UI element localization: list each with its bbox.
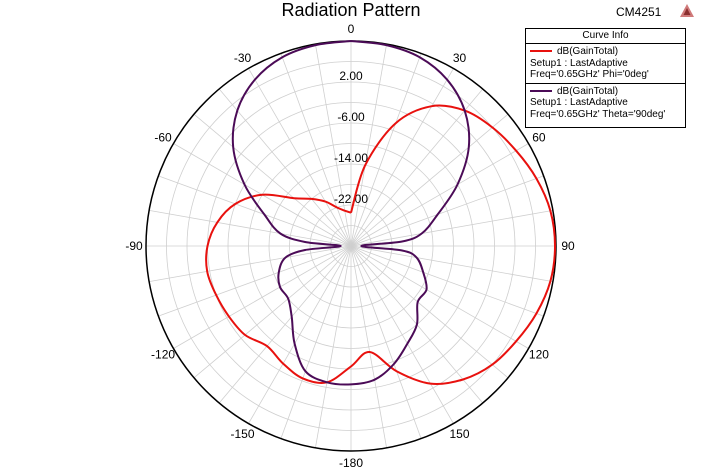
legend-entry-name: dB(GainTotal) bbox=[557, 46, 619, 57]
legend-swatch-theta bbox=[530, 89, 552, 92]
legend-entry-setup: Setup1 : LastAdaptive bbox=[530, 97, 628, 108]
angle-tick-label: -30 bbox=[234, 51, 252, 65]
angle-tick-label: -150 bbox=[230, 427, 254, 441]
radial-gridline bbox=[268, 163, 434, 329]
radial-gridline bbox=[289, 184, 413, 308]
curve-info-legend[interactable]: Curve Info dB(GainTotal) Setup1 : LastAd… bbox=[525, 28, 686, 128]
radial-tick-label: -14.00 bbox=[334, 151, 368, 165]
angle-tick-label: 120 bbox=[529, 348, 549, 362]
radial-tick-label: -6.00 bbox=[337, 110, 365, 124]
legend-entry-condition: Freq='0.65GHz' Phi='0deg' bbox=[530, 69, 649, 80]
series-line-theta-90deg bbox=[231, 40, 471, 386]
angle-tick-label: -60 bbox=[154, 131, 172, 145]
angle-tick-label: 150 bbox=[449, 427, 469, 441]
legend-entry-phi[interactable]: dB(GainTotal) Setup1 : LastAdaptive Freq… bbox=[526, 44, 685, 83]
legend-swatch-phi bbox=[530, 50, 552, 53]
radial-gridline bbox=[186, 81, 516, 411]
angle-tick-label: 60 bbox=[532, 131, 546, 145]
angle-tick-label: -180 bbox=[339, 456, 363, 470]
angle-tick-label: 30 bbox=[453, 51, 467, 65]
radial-gridline bbox=[227, 122, 475, 370]
radial-gridline bbox=[330, 225, 372, 267]
legend-title: Curve Info bbox=[526, 29, 685, 44]
radial-gridline bbox=[309, 204, 393, 288]
radial-gridline bbox=[166, 61, 536, 431]
project-id-label: CM4251 bbox=[616, 5, 662, 19]
angle-tick-label: -120 bbox=[151, 348, 175, 362]
series-line-phi-0deg bbox=[205, 104, 556, 385]
legend-entry-theta[interactable]: dB(GainTotal) Setup1 : LastAdaptive Freq… bbox=[526, 82, 685, 123]
angle-tick-label: -90 bbox=[125, 239, 143, 253]
legend-entry-condition: Freq='0.65GHz' Theta='90deg' bbox=[530, 108, 666, 120]
radial-gridline bbox=[248, 143, 454, 349]
radial-tick-label: 2.00 bbox=[339, 69, 363, 83]
warning-triangle-icon[interactable] bbox=[680, 4, 694, 17]
chart-title: Radiation Pattern bbox=[281, 0, 421, 20]
angle-tick-label: 90 bbox=[561, 239, 575, 253]
angle-tick-label: 0 bbox=[348, 22, 355, 36]
legend-entry-name: dB(GainTotal) bbox=[557, 85, 619, 97]
radial-tick-label: -22.00 bbox=[334, 192, 368, 206]
legend-entry-setup: Setup1 : LastAdaptive bbox=[530, 57, 628, 69]
